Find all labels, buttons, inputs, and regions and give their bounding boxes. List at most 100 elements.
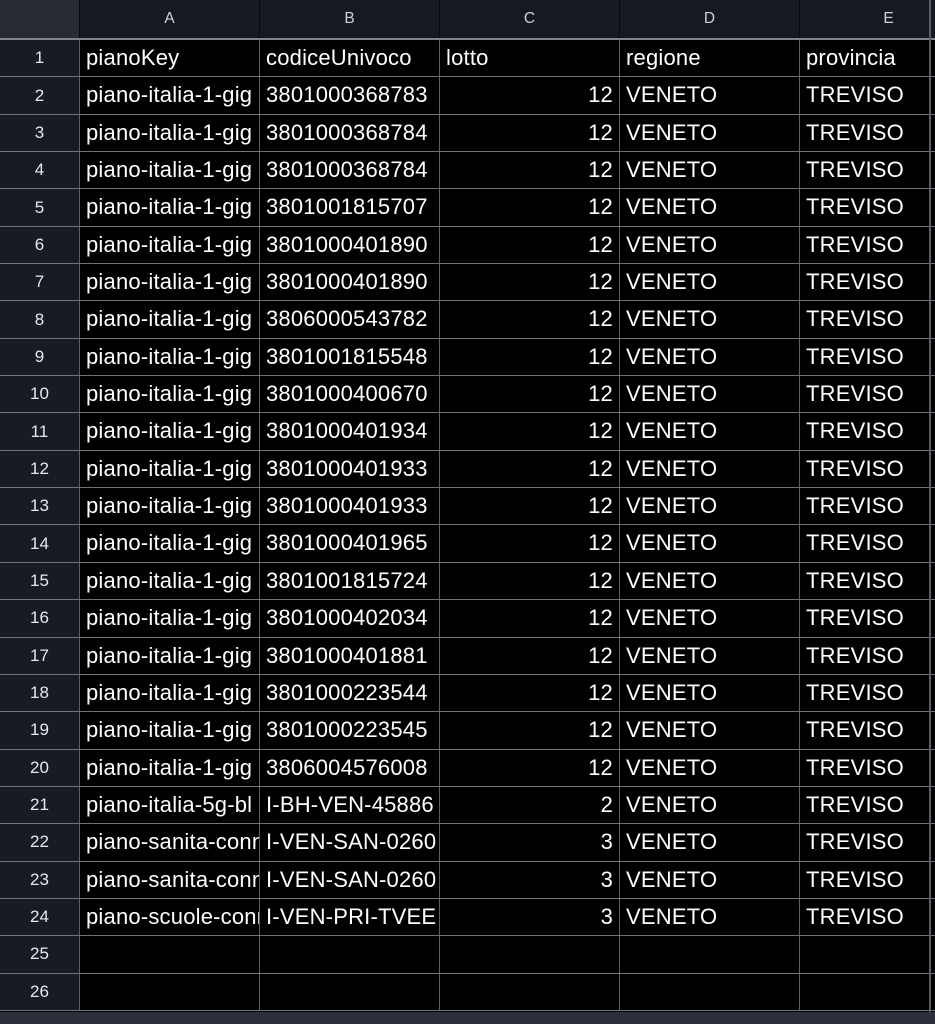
cell-B25[interactable] [260,936,440,973]
cell-E18[interactable]: TREVISO [800,675,935,711]
cell-D24[interactable]: VENETO [620,898,800,936]
row-header-3[interactable]: 3 [0,114,80,152]
cell-C12[interactable]: 12 [440,450,620,488]
cell-D3[interactable]: VENETO [620,114,800,152]
select-all-corner[interactable] [0,0,80,38]
cell-B7[interactable]: 3801000401890 [260,264,440,301]
cell-C4[interactable]: 12 [440,152,620,189]
cell-E6[interactable]: TREVISO [800,227,935,263]
cell-E10[interactable]: TREVISO [800,376,935,412]
row-header-23[interactable]: 23 [0,861,80,898]
cell-D14[interactable]: VENETO [620,525,800,562]
row-header-9[interactable]: 9 [0,338,80,376]
cell-A24[interactable]: piano-scuole-conn [80,898,260,936]
cell-E16[interactable]: TREVISO [800,600,935,636]
row-header-26[interactable]: 26 [0,973,80,1010]
cell-A17[interactable]: piano-italia-1-gig [80,637,260,674]
cell-E12[interactable]: TREVISO [800,451,935,487]
cell-C3[interactable]: 12 [440,114,620,152]
cell-D13[interactable]: VENETO [620,488,800,525]
cell-E25[interactable] [800,936,935,972]
cell-A19[interactable]: piano-italia-1-gig [80,712,260,749]
cell-A14[interactable]: piano-italia-1-gig [80,525,260,562]
cell-D18[interactable]: VENETO [620,674,800,712]
cell-C22[interactable]: 3 [440,824,620,861]
cell-A11[interactable]: piano-italia-1-gig [80,413,260,450]
cell-E22[interactable]: TREVISO [800,824,935,860]
cell-B13[interactable]: 3801000401933 [260,488,440,525]
cell-B9[interactable]: 3801001815548 [260,338,440,376]
cell-B11[interactable]: 3801000401934 [260,413,440,450]
cell-E13[interactable]: TREVISO [800,488,935,524]
cell-B24[interactable]: I-VEN-PRI-TVEE [260,898,440,936]
cell-D20[interactable]: VENETO [620,749,800,786]
cell-C10[interactable]: 12 [440,376,620,413]
cell-A1[interactable]: pianoKey [80,40,260,77]
cell-D9[interactable]: VENETO [620,338,800,376]
row-header-24[interactable]: 24 [0,898,80,936]
cell-A18[interactable]: piano-italia-1-gig [80,674,260,712]
cell-D10[interactable]: VENETO [620,376,800,413]
cell-E23[interactable]: TREVISO [800,862,935,898]
cell-D5[interactable]: VENETO [620,189,800,226]
row-header-14[interactable]: 14 [0,525,80,562]
cell-C21[interactable]: 2 [440,786,620,824]
cell-E21[interactable]: TREVISO [800,787,935,823]
cell-E4[interactable]: TREVISO [800,152,935,188]
row-header-1[interactable]: 1 [0,40,80,77]
row-header-20[interactable]: 20 [0,749,80,786]
cell-D21[interactable]: VENETO [620,786,800,824]
cell-A4[interactable]: piano-italia-1-gig [80,152,260,189]
cell-E8[interactable]: TREVISO [800,301,935,337]
cell-D12[interactable]: VENETO [620,450,800,488]
cell-B19[interactable]: 3801000223545 [260,712,440,749]
row-header-25[interactable]: 25 [0,936,80,973]
cell-C18[interactable]: 12 [440,674,620,712]
cell-B23[interactable]: I-VEN-SAN-0260 [260,861,440,898]
cell-C24[interactable]: 3 [440,898,620,936]
cell-D15[interactable]: VENETO [620,562,800,600]
cell-B22[interactable]: I-VEN-SAN-0260 [260,824,440,861]
cell-B20[interactable]: 3806004576008 [260,749,440,786]
cell-A2[interactable]: piano-italia-1-gig [80,77,260,114]
cell-E5[interactable]: TREVISO [800,189,935,225]
cell-D8[interactable]: VENETO [620,301,800,338]
cell-C25[interactable] [440,936,620,973]
row-header-8[interactable]: 8 [0,301,80,338]
cell-D7[interactable]: VENETO [620,264,800,301]
cell-A26[interactable] [80,973,260,1010]
row-header-19[interactable]: 19 [0,712,80,749]
cell-B2[interactable]: 3801000368783 [260,77,440,114]
cell-E14[interactable]: TREVISO [800,525,935,561]
cell-C14[interactable]: 12 [440,525,620,562]
cell-E17[interactable]: TREVISO [800,638,935,674]
cell-E19[interactable]: TREVISO [800,712,935,748]
cell-B3[interactable]: 3801000368784 [260,114,440,152]
cell-D1[interactable]: regione [620,40,800,77]
cell-B18[interactable]: 3801000223544 [260,674,440,712]
cell-C13[interactable]: 12 [440,488,620,525]
row-header-10[interactable]: 10 [0,376,80,413]
row-header-22[interactable]: 22 [0,824,80,861]
cell-E26[interactable] [800,974,935,1010]
cell-E3[interactable]: TREVISO [800,115,935,151]
cell-C5[interactable]: 12 [440,189,620,226]
cell-D22[interactable]: VENETO [620,824,800,861]
cell-B15[interactable]: 3801001815724 [260,562,440,600]
row-header-18[interactable]: 18 [0,674,80,712]
row-header-21[interactable]: 21 [0,786,80,824]
cell-B12[interactable]: 3801000401933 [260,450,440,488]
cell-B5[interactable]: 3801001815707 [260,189,440,226]
cell-B14[interactable]: 3801000401965 [260,525,440,562]
cell-A10[interactable]: piano-italia-1-gig [80,376,260,413]
cell-C7[interactable]: 12 [440,264,620,301]
cell-C9[interactable]: 12 [440,338,620,376]
row-header-2[interactable]: 2 [0,77,80,114]
cell-B10[interactable]: 3801000400670 [260,376,440,413]
cell-D4[interactable]: VENETO [620,152,800,189]
row-header-12[interactable]: 12 [0,450,80,488]
cell-C1[interactable]: lotto [440,40,620,77]
cell-A20[interactable]: piano-italia-1-gig [80,749,260,786]
column-header-C[interactable]: C [440,0,620,38]
cell-C26[interactable] [440,973,620,1010]
